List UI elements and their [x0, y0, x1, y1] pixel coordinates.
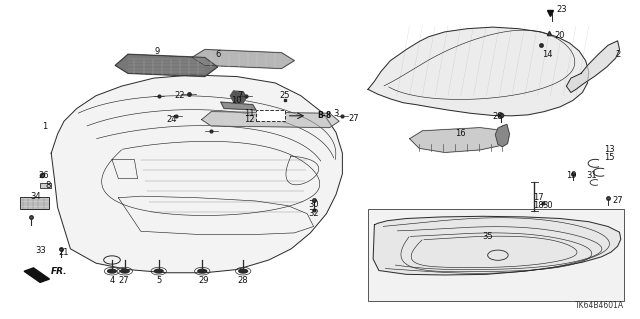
Text: 35: 35 — [483, 232, 493, 241]
Text: 10: 10 — [232, 96, 242, 105]
Text: 28: 28 — [238, 276, 248, 285]
Circle shape — [107, 269, 117, 274]
Text: 12: 12 — [244, 115, 255, 124]
Bar — [256, 110, 285, 121]
Text: TK64B4601A: TK64B4601A — [575, 301, 624, 310]
Text: 24: 24 — [166, 115, 177, 124]
Text: FR.: FR. — [51, 267, 68, 276]
Circle shape — [197, 269, 207, 274]
Text: 14: 14 — [542, 50, 552, 59]
Text: B-8: B-8 — [317, 111, 331, 120]
Text: 23: 23 — [557, 5, 567, 14]
Polygon shape — [192, 49, 294, 69]
Text: 17: 17 — [534, 193, 544, 202]
FancyArrow shape — [24, 268, 49, 282]
Polygon shape — [368, 27, 589, 116]
Text: 19: 19 — [566, 171, 577, 180]
Text: 6: 6 — [215, 50, 220, 59]
Text: 26: 26 — [38, 171, 49, 180]
Text: 16: 16 — [456, 130, 466, 138]
Circle shape — [120, 269, 130, 274]
Text: 22: 22 — [174, 91, 184, 100]
Text: 27: 27 — [349, 114, 359, 122]
Text: 21: 21 — [59, 248, 69, 256]
Text: 25: 25 — [280, 91, 290, 100]
Circle shape — [238, 269, 248, 274]
Text: 27: 27 — [118, 276, 129, 285]
Polygon shape — [373, 216, 621, 275]
Text: 3: 3 — [333, 109, 339, 118]
Text: 1: 1 — [42, 122, 47, 130]
Text: 20: 20 — [555, 31, 565, 40]
Circle shape — [154, 269, 164, 274]
Text: 31: 31 — [587, 171, 597, 180]
Text: 5: 5 — [156, 276, 161, 285]
Polygon shape — [230, 91, 246, 103]
Text: 4: 4 — [109, 276, 115, 285]
Text: 18: 18 — [534, 201, 544, 210]
Polygon shape — [202, 112, 339, 128]
Polygon shape — [221, 102, 256, 110]
Polygon shape — [495, 124, 509, 147]
Text: 28: 28 — [493, 112, 503, 121]
Bar — [368, 209, 624, 301]
Text: 33: 33 — [35, 246, 45, 255]
Text: 7: 7 — [237, 91, 243, 100]
Text: 34: 34 — [30, 192, 40, 201]
Text: 8: 8 — [45, 181, 51, 189]
Text: 32: 32 — [308, 209, 319, 218]
Text: 11: 11 — [244, 109, 255, 118]
Polygon shape — [51, 75, 342, 273]
Text: 9: 9 — [154, 47, 159, 56]
Text: 2: 2 — [615, 50, 620, 59]
Text: 27: 27 — [612, 197, 623, 205]
Polygon shape — [566, 41, 620, 93]
Text: 29: 29 — [198, 276, 209, 285]
Bar — [40, 183, 51, 188]
Bar — [20, 197, 49, 209]
Text: 30: 30 — [308, 200, 319, 209]
Text: 15: 15 — [604, 153, 614, 162]
Polygon shape — [115, 54, 218, 77]
Polygon shape — [410, 128, 509, 152]
Text: 13: 13 — [604, 145, 614, 154]
Text: 30: 30 — [542, 201, 552, 210]
